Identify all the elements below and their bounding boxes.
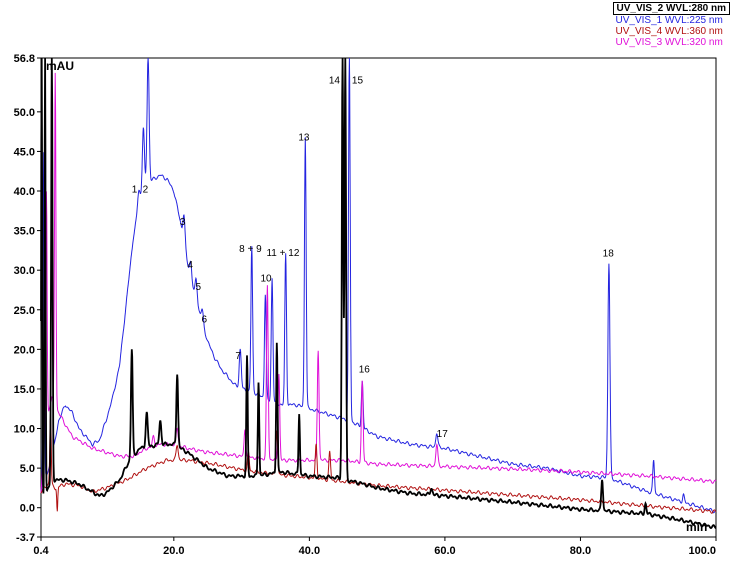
peak-label: 3 (180, 217, 186, 228)
series-line-uv-vis-3-wvl-320-nm (40, 72, 717, 493)
peak-label: 4 (187, 260, 193, 271)
y-tick-label: 10.0 (14, 424, 35, 436)
peak-label: 16 (359, 364, 371, 375)
legend-entry-320: UV_VIS_3 WVL:320 nm (615, 37, 723, 48)
y-tick-label: 0.0 (20, 503, 35, 515)
peak-annotations: 1 2 3 45 6 7 8 + 9 10 11 + 12 13 14 15 16 17 18 (132, 75, 615, 440)
x-tick-label: 20.0 (163, 545, 184, 557)
series-layer (40, 57, 717, 530)
y-tick-label: 5.0 (20, 463, 35, 475)
peak-label: 7 (235, 351, 241, 362)
y-tick-label: 45.0 (14, 146, 35, 158)
peak-label: 14 (329, 75, 341, 86)
peak-label: 17 (437, 429, 449, 440)
x-axis-ticks: 0.4 20.0 40.0 60.0 80.0 100.0 (33, 537, 717, 557)
y-tick-label: 40.0 (14, 186, 35, 198)
y-tick-label: 30.0 (14, 265, 35, 277)
x-tick-label: 0.4 (33, 545, 49, 557)
peak-label: 6 (202, 314, 208, 325)
y-axis-ticks: 56.8 50.0 45.0 40.0 35.0 30.0 25.0 20.0 15.0 10.0… (14, 53, 41, 544)
y-tick-label: 35.0 (14, 226, 35, 238)
peak-label: 15 (352, 75, 364, 86)
legend-entry-280: UV_VIS_2 WVL:280 nm (612, 2, 730, 15)
peak-label: 11 + 12 (266, 248, 299, 259)
peak-label: 8 + 9 (239, 244, 262, 255)
series-line-uv-vis-1-wvl-225-nm (40, 57, 716, 514)
x-tick-label: 60.0 (434, 545, 455, 557)
y-tick-label: -3.7 (16, 532, 35, 544)
y-tick-label: 56.8 (14, 53, 35, 65)
y-axis-label: mAU (46, 59, 74, 73)
series-line-uv-vis-2-wvl-280-nm (40, 57, 717, 530)
legend-entry-360: UV_VIS_4 WVL:360 nm (615, 26, 723, 37)
x-tick-label: 80.0 (570, 545, 591, 557)
legend: UV_VIS_2 WVL:280 nm UV_VIS_1 WVL:225 nm … (612, 2, 730, 48)
x-tick-label: 100.0 (688, 545, 716, 557)
peak-label: 1 (132, 185, 138, 196)
peak-label: 13 (298, 132, 310, 143)
peak-label: 10 (260, 273, 272, 284)
y-tick-label: 50.0 (14, 107, 35, 119)
y-tick-label: 20.0 (14, 344, 35, 356)
peak-label: 18 (603, 249, 615, 260)
legend-entry-225: UV_VIS_1 WVL:225 nm (615, 15, 723, 26)
x-axis-label: min (686, 520, 707, 534)
peak-label: 2 (143, 185, 149, 196)
y-tick-label: 25.0 (14, 305, 35, 317)
x-tick-label: 40.0 (299, 545, 320, 557)
peak-label: 5 (195, 282, 201, 293)
y-tick-label: 15.0 (14, 384, 35, 396)
